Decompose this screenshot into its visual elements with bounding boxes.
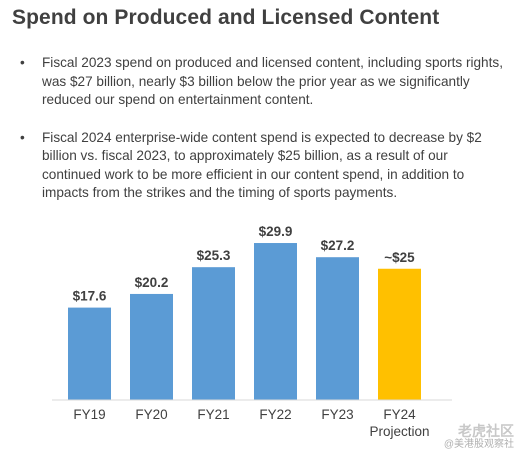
bar-fy19 bbox=[68, 307, 111, 400]
bar-fy23 bbox=[316, 257, 359, 400]
bullet-marker: • bbox=[20, 55, 25, 70]
x-tick-label: FY24 bbox=[383, 407, 416, 422]
data-label: $29.9 bbox=[259, 224, 293, 239]
bullet-text: Fiscal 2024 enterprise-wide content spen… bbox=[42, 129, 482, 201]
bar-fy24 bbox=[378, 268, 421, 400]
x-tick-label: FY19 bbox=[73, 407, 105, 422]
slide-title: Spend on Produced and Licensed Content bbox=[12, 6, 440, 29]
bar-fy22 bbox=[254, 243, 297, 400]
x-tick-label: FY20 bbox=[135, 407, 167, 422]
bullet-marker: • bbox=[20, 129, 25, 145]
watermark: 老虎社区 @美港股观察社 bbox=[443, 423, 514, 451]
bullet-list: • Fiscal 2023 spend on produced and lice… bbox=[20, 54, 510, 222]
data-label: $25.3 bbox=[197, 248, 231, 263]
data-label: ~$25 bbox=[384, 250, 415, 265]
x-tick-label: Projection bbox=[369, 424, 429, 439]
bullet-item: • Fiscal 2023 spend on produced and lice… bbox=[20, 54, 510, 110]
data-label: $27.2 bbox=[321, 238, 355, 253]
content-spend-bar-chart: $17.6 FY19 $20.2 FY20 $25.3 FY21 $29.9 FY22 $27.… bbox=[52, 224, 452, 439]
bullet-text: Fiscal 2023 spend on produced and licens… bbox=[42, 55, 503, 107]
x-tick-label: FY22 bbox=[259, 407, 291, 422]
bar-fy20 bbox=[130, 293, 173, 400]
bar-fy21 bbox=[192, 267, 235, 400]
watermark-handle: @美港股观察社 bbox=[443, 439, 514, 450]
watermark-logo-text: 老虎社区 bbox=[458, 423, 514, 439]
x-tick-label: FY21 bbox=[197, 407, 229, 422]
x-tick-label: FY23 bbox=[321, 407, 353, 422]
data-label: $17.6 bbox=[73, 289, 107, 304]
data-label: $20.2 bbox=[135, 275, 169, 290]
bullet-item: • Fiscal 2024 enterprise-wide content sp… bbox=[20, 129, 510, 203]
